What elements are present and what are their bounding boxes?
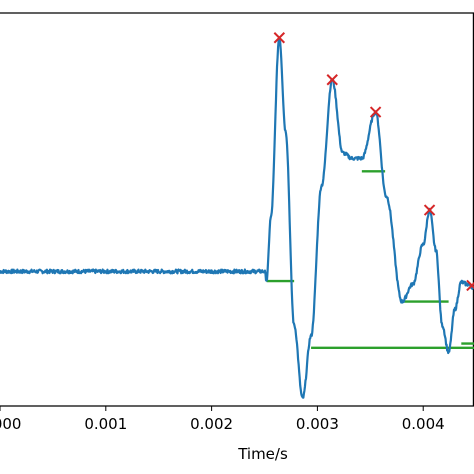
x-axis-ticks: 0.000 0.001 0.002 0.003 0.004 [0, 406, 445, 433]
x-axis-label: Time/s [237, 445, 288, 463]
x-tick-label: 0.002 [190, 415, 233, 433]
peak-marker-1 [273, 32, 286, 44]
peak-marker-2 [326, 74, 338, 86]
x-tick-label: 0.000 [0, 415, 21, 433]
peak-marker-stroke [273, 32, 286, 44]
signal-line [0, 37, 474, 399]
peak-marker-stroke [326, 74, 338, 86]
peak-marker-5 [466, 279, 474, 292]
x-tick-label: 0.003 [296, 415, 339, 433]
x-tick-label: 0.001 [84, 415, 127, 433]
axes-frame [0, 12, 474, 407]
peak-markers [273, 32, 474, 292]
x-tick-label: 0.004 [402, 415, 445, 433]
peak-marker-4 [423, 204, 436, 216]
peak-marker-stroke [369, 106, 382, 118]
peak-marker-3 [369, 106, 382, 118]
peak-marker-stroke [423, 204, 436, 216]
peak-marker-stroke [466, 281, 474, 292]
prominence-lines [266, 170, 474, 350]
signal-series [0, 37, 474, 399]
